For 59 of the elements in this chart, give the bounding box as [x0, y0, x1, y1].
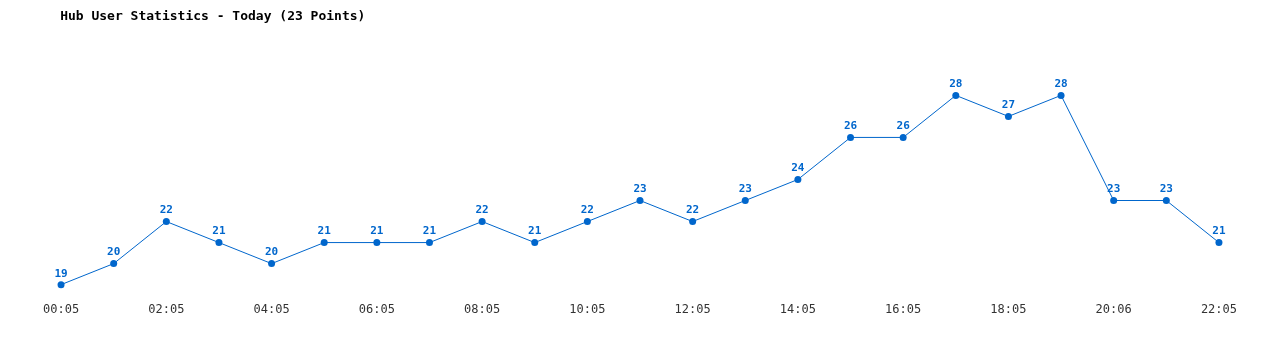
chart-title: Hub User Statistics - Today (23 Points) [60, 7, 366, 23]
x-tick-label: 12:05 [674, 302, 711, 316]
data-label: 28 [1054, 77, 1068, 91]
point [1110, 197, 1118, 205]
x-tick-label: 02:05 [148, 302, 185, 316]
data-label: 20 [107, 245, 121, 259]
point [373, 239, 381, 247]
point [531, 239, 539, 247]
point [899, 133, 907, 141]
data-label: 21 [528, 224, 542, 238]
data-label: 22 [159, 203, 173, 217]
x-tick-label: 18:05 [990, 302, 1027, 316]
x-tick-label: 00:05 [42, 302, 80, 316]
data-label: 22 [580, 203, 594, 217]
point [1162, 197, 1170, 205]
x-tick-label: 22:05 [1200, 302, 1238, 316]
point [794, 175, 802, 183]
point [110, 260, 118, 268]
point [847, 133, 855, 141]
data-label: 23 [738, 182, 752, 196]
point [57, 281, 65, 289]
x-tick-label: 10:05 [569, 302, 606, 316]
data-label: 21 [212, 224, 226, 238]
data-label: 19 [54, 266, 68, 280]
point [583, 218, 591, 226]
point [478, 218, 486, 226]
x-tick-label: 08:05 [464, 302, 501, 316]
data-label: 26 [896, 119, 911, 133]
point [636, 197, 644, 205]
point [320, 239, 328, 247]
point [741, 197, 749, 205]
data-label: 20 [264, 245, 279, 259]
x-tick-label: 14:05 [779, 302, 816, 316]
x-tick-label: 06:05 [358, 302, 395, 316]
data-label: 22 [686, 203, 700, 217]
data-label: 28 [949, 77, 963, 91]
point [952, 91, 960, 99]
point [1004, 112, 1012, 120]
data-label: 27 [1001, 98, 1016, 112]
data-label: 23 [1159, 182, 1173, 196]
point [425, 239, 433, 247]
data-label: 21 [370, 224, 384, 238]
data-label: 23 [1107, 182, 1121, 196]
data-label: 24 [791, 161, 805, 175]
data-label: 22 [475, 203, 489, 217]
point [268, 260, 276, 268]
x-tick-label: 16:05 [885, 302, 922, 316]
x-tick-label: 20:06 [1095, 302, 1132, 316]
point [1215, 239, 1223, 247]
data-label: 21 [1212, 224, 1226, 238]
data-label: 21 [422, 224, 437, 238]
x-tick-label: 04:05 [253, 302, 290, 316]
data-label: 26 [843, 119, 858, 133]
data-label: 21 [317, 224, 332, 238]
point [162, 218, 170, 226]
point [1057, 91, 1065, 99]
data-label: 23 [633, 182, 647, 196]
point [215, 239, 223, 247]
point [689, 218, 697, 226]
